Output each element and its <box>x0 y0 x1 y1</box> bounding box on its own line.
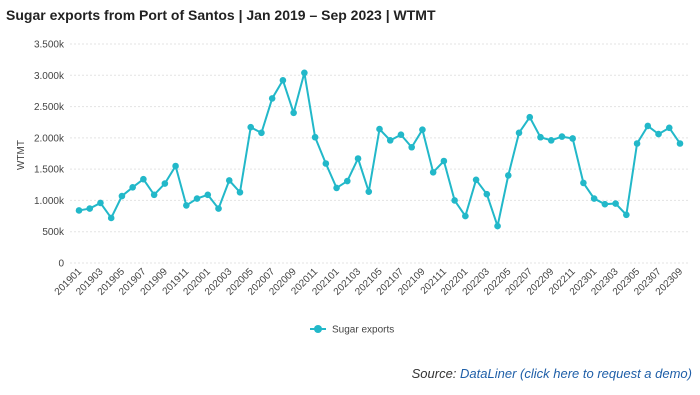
point <box>547 137 555 144</box>
y-tick-label: 0 <box>58 259 64 270</box>
source: Source: DataLiner (click here to request… <box>412 366 692 381</box>
y-tick-label: 2.000k <box>34 133 65 144</box>
point <box>365 188 373 195</box>
point <box>322 160 330 167</box>
point <box>569 135 576 142</box>
series-line <box>78 72 681 230</box>
point <box>193 195 201 202</box>
point <box>462 212 469 220</box>
point <box>633 140 641 147</box>
point <box>580 179 587 187</box>
point <box>504 172 512 179</box>
y-tick-label: 3.000k <box>34 71 65 82</box>
point <box>161 180 169 187</box>
point <box>419 126 426 134</box>
source-label: Source: <box>411 366 457 381</box>
point <box>526 113 534 121</box>
y-tick-label: 1.500k <box>34 165 65 176</box>
point <box>172 162 179 170</box>
point <box>558 133 566 140</box>
point <box>344 177 351 185</box>
point <box>408 143 415 151</box>
legend-label: Sugar exports <box>332 325 394 336</box>
point <box>140 175 147 183</box>
legend-marker <box>314 325 322 333</box>
point <box>429 168 437 176</box>
point <box>301 69 308 77</box>
y-tick-label: 3.500k <box>34 40 65 51</box>
point <box>247 123 255 131</box>
point <box>601 200 609 208</box>
point <box>225 177 233 184</box>
point <box>183 202 190 209</box>
point <box>107 214 115 222</box>
point <box>494 222 501 230</box>
point <box>515 129 523 137</box>
y-tick-label: 2.500k <box>34 102 65 113</box>
point <box>354 155 362 162</box>
point <box>204 191 212 199</box>
point <box>451 197 458 204</box>
point <box>590 195 598 202</box>
point <box>236 188 244 196</box>
point <box>129 183 136 191</box>
point <box>623 211 630 219</box>
point <box>440 157 448 165</box>
point <box>86 205 94 212</box>
point <box>258 129 265 137</box>
point <box>150 191 158 199</box>
point <box>215 205 222 212</box>
y-tick-label: 1.000k <box>34 196 65 207</box>
point <box>376 125 383 133</box>
point <box>386 137 394 144</box>
point <box>676 140 684 147</box>
point <box>279 76 287 84</box>
point <box>655 130 662 138</box>
point <box>644 122 652 130</box>
chart-title: Sugar exports from Port of Santos | Jan … <box>6 7 436 23</box>
y-tick-label: 500k <box>42 227 65 238</box>
point <box>483 190 491 198</box>
point <box>333 184 340 192</box>
point <box>665 124 673 132</box>
point <box>268 95 276 102</box>
point <box>472 176 480 184</box>
point <box>118 192 126 200</box>
chart: Sugar exports from Port of Santos | Jan … <box>6 7 688 336</box>
y-axis-label: WTMT <box>16 140 27 170</box>
point <box>311 133 319 141</box>
point <box>75 207 83 214</box>
point <box>537 133 544 141</box>
point <box>97 199 104 207</box>
source-link[interactable]: DataLiner (click here to request a demo) <box>460 366 692 381</box>
point <box>397 131 405 139</box>
point <box>290 109 297 117</box>
point <box>612 200 619 207</box>
